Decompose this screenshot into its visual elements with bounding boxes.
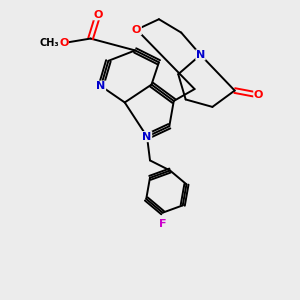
Text: CH₃: CH₃ (39, 38, 59, 48)
Text: O: O (93, 10, 103, 20)
Text: O: O (254, 90, 263, 100)
Text: N: N (96, 81, 106, 91)
Text: N: N (196, 50, 205, 60)
Text: O: O (59, 38, 68, 48)
Text: O: O (132, 25, 141, 34)
Text: F: F (159, 219, 166, 229)
Text: N: N (142, 132, 152, 142)
